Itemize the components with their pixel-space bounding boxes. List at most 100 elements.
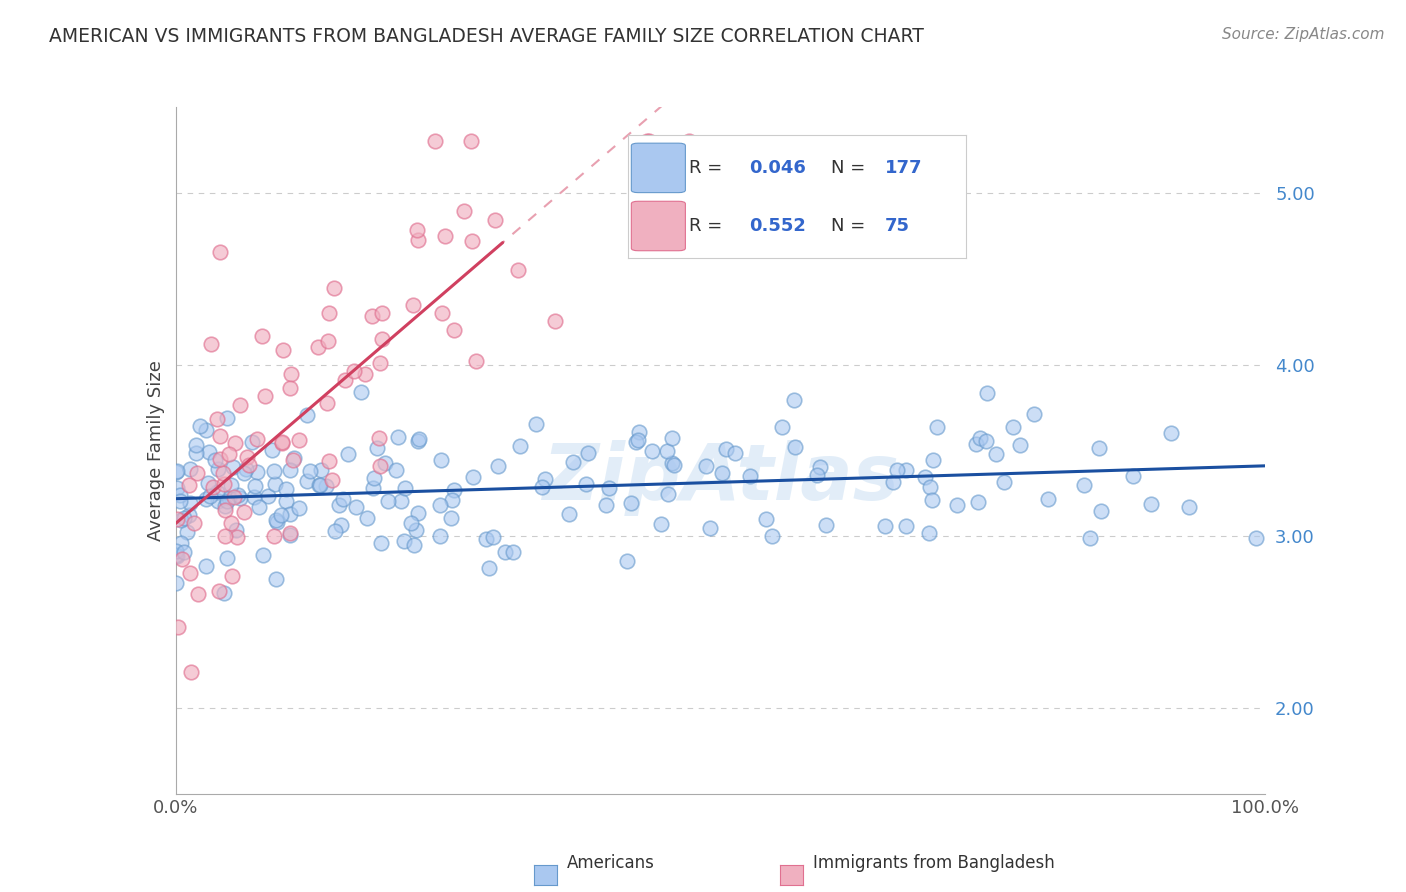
Point	[484, 212, 506, 227]
Point	[1073, 478, 1095, 492]
Point	[460, 135, 482, 149]
Point	[695, 459, 717, 474]
Point	[408, 432, 430, 446]
Point	[927, 420, 949, 434]
Point	[200, 337, 222, 351]
Point	[1122, 468, 1144, 483]
Point	[173, 545, 195, 559]
Point	[318, 306, 340, 320]
Point	[195, 491, 218, 506]
Point	[440, 510, 463, 524]
Point	[222, 490, 245, 504]
Point	[188, 419, 211, 434]
Point	[1078, 532, 1101, 546]
Point	[212, 585, 235, 599]
Point	[443, 323, 465, 337]
Point	[179, 462, 201, 476]
Point	[627, 425, 650, 439]
Point	[165, 548, 187, 562]
Point	[385, 463, 408, 477]
Point	[252, 548, 274, 562]
Point	[332, 492, 354, 507]
Point	[914, 470, 936, 484]
Point	[169, 488, 191, 502]
Point	[270, 508, 292, 523]
Point	[453, 204, 475, 219]
Point	[214, 499, 236, 513]
Point	[429, 529, 451, 543]
Point	[494, 545, 516, 559]
Point	[283, 451, 305, 466]
Point	[402, 538, 425, 552]
Point	[530, 479, 553, 493]
Point	[224, 435, 246, 450]
Point	[166, 620, 188, 634]
Point	[922, 453, 945, 467]
Point	[308, 478, 330, 492]
Point	[474, 532, 496, 546]
Point	[392, 534, 415, 549]
Point	[222, 459, 245, 474]
Point	[194, 558, 217, 573]
Point	[770, 419, 793, 434]
Point	[755, 512, 778, 526]
Point	[406, 233, 429, 247]
Point	[238, 458, 260, 472]
Text: Source: ZipAtlas.com: Source: ZipAtlas.com	[1222, 27, 1385, 42]
Point	[401, 516, 423, 531]
Point	[218, 491, 240, 506]
Point	[204, 452, 226, 467]
Point	[278, 463, 301, 477]
Point	[254, 389, 277, 403]
Point	[443, 483, 465, 498]
Point	[894, 463, 917, 477]
Point	[243, 490, 266, 504]
Point	[343, 364, 366, 378]
Point	[678, 135, 700, 149]
Point	[281, 453, 304, 467]
Point	[661, 456, 683, 470]
Point	[363, 471, 385, 485]
Point	[394, 481, 416, 495]
Point	[506, 263, 529, 277]
Point	[322, 281, 344, 295]
Point	[1087, 441, 1109, 455]
Point	[186, 466, 208, 480]
Point	[1038, 491, 1060, 506]
Point	[815, 517, 838, 532]
Point	[965, 436, 987, 450]
Point	[661, 432, 683, 446]
Point	[249, 500, 271, 514]
Point	[177, 508, 200, 523]
Point	[430, 306, 453, 320]
Point	[229, 491, 252, 505]
Point	[408, 506, 430, 520]
Point	[524, 417, 547, 431]
Point	[208, 452, 231, 467]
Point	[219, 516, 242, 530]
Point	[198, 445, 221, 459]
Point	[657, 487, 679, 501]
Point	[176, 524, 198, 539]
Point	[215, 410, 238, 425]
Point	[328, 499, 350, 513]
Point	[576, 446, 599, 460]
Point	[333, 373, 356, 387]
Point	[194, 424, 217, 438]
Point	[276, 482, 298, 496]
Point	[179, 478, 201, 492]
Point	[260, 442, 283, 457]
Point	[278, 528, 301, 542]
Point	[1001, 420, 1024, 434]
Point	[225, 523, 247, 537]
Point	[626, 433, 648, 447]
Point	[808, 460, 831, 475]
Point	[226, 487, 249, 501]
Point	[406, 223, 429, 237]
Point	[1090, 504, 1112, 518]
Point	[463, 470, 485, 484]
Point	[783, 393, 806, 408]
Point	[921, 493, 943, 508]
Point	[308, 478, 330, 492]
Point	[236, 450, 259, 464]
